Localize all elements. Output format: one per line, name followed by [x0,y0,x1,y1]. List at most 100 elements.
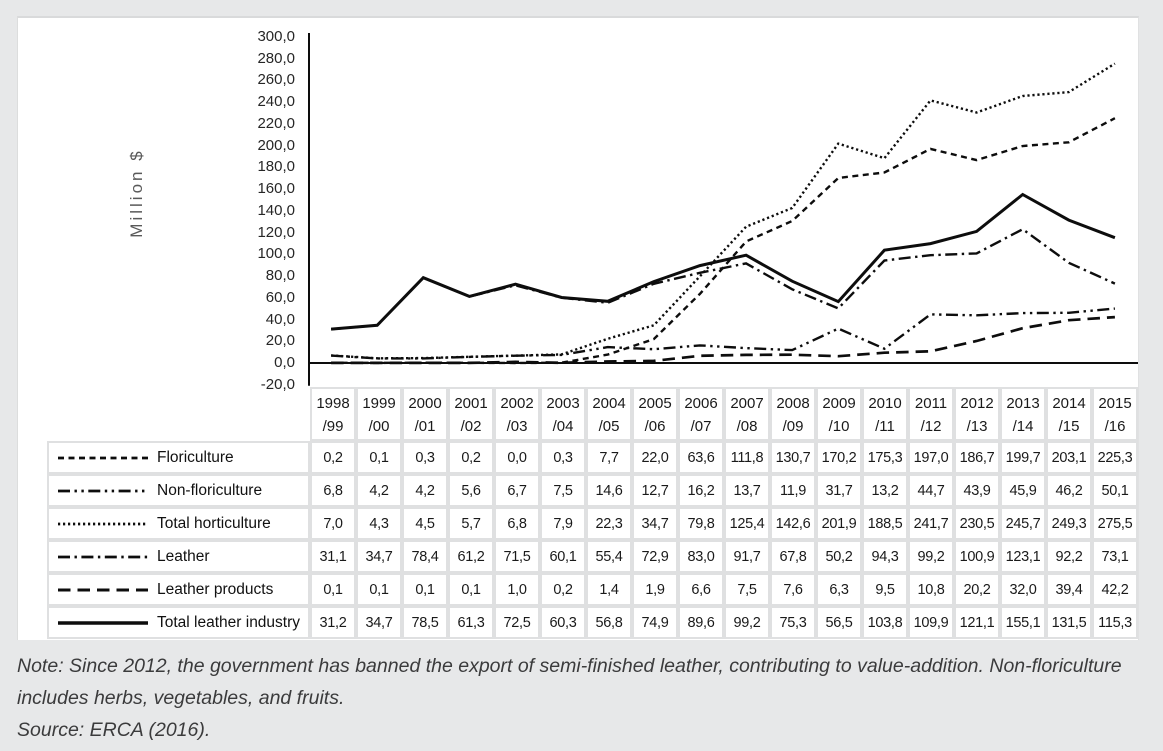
footnote-block: Note: Since 2012, the government has ban… [17,650,1145,746]
year-header-cell: 2014/15 [1046,387,1092,441]
table-value-cell: 1,9 [632,573,678,606]
table-value-cell: 111,8 [724,441,770,474]
series-label: Leather products [157,580,274,598]
table-value-cell: 7,5 [724,573,770,606]
table-value-cell: 1,0 [494,573,540,606]
legend-solid-line-icon [58,620,148,625]
table-value-cell: 6,7 [494,474,540,507]
table-value-cell: 0,1 [356,573,402,606]
table-value-cell: 7,5 [540,474,586,507]
y-axis-tick-label: 140,0 [257,201,295,219]
table-value-cell: 31,7 [816,474,862,507]
table-value-cell: 39,4 [1046,573,1092,606]
table-value-cell: 0,0 [494,441,540,474]
y-axis-tick-label: 260,0 [257,71,295,89]
table-value-cell: 34,7 [356,606,402,639]
table-value-cell: 11,9 [770,474,816,507]
table-value-cell: 75,3 [770,606,816,639]
series-line-non-floriculture [331,307,1116,360]
table-value-cell: 0,1 [356,441,402,474]
table-value-cell: 99,2 [724,606,770,639]
table-value-cell: 60,3 [540,606,586,639]
table-value-cell: 6,6 [678,573,724,606]
y-axis-tick-label: -20,0 [260,375,295,393]
table-value-cell: 175,3 [862,441,908,474]
table-value-cell: 0,2 [540,573,586,606]
year-header-cell: 2013/14 [1000,387,1046,441]
legend-cell: Total horticulture [47,507,310,540]
table-value-cell: 56,8 [586,606,632,639]
table-value-cell: 199,7 [1000,441,1046,474]
table-value-cell: 1,4 [586,573,632,606]
series-line-total-leather-industry [330,192,1116,331]
table-value-cell: 142,6 [770,507,816,540]
legend-dashed-line-icon [58,456,148,459]
table-value-cell: 131,5 [1046,606,1092,639]
table-value-cell: 31,1 [310,540,356,573]
table-value-cell: 99,2 [908,540,954,573]
legend-cell: Leather products [47,573,310,606]
table-value-cell: 12,7 [632,474,678,507]
table-value-cell: 0,3 [540,441,586,474]
table-value-cell: 186,7 [954,441,1000,474]
table-value-cell: 125,4 [724,507,770,540]
table-value-cell: 5,7 [448,507,494,540]
table-value-cell: 50,2 [816,540,862,573]
table-value-cell: 20,2 [954,573,1000,606]
y-axis-tick-label: 40,0 [265,310,295,328]
legend-long-dash-line-icon [58,587,148,592]
year-header-cell: 2002/03 [494,387,540,441]
table-value-cell: 78,5 [402,606,448,639]
y-axis-tick-label: 280,0 [257,49,295,67]
table-corner-spacer [47,387,310,441]
year-header-cell: 2011/12 [908,387,954,441]
y-axis-tick-label: 120,0 [257,223,295,241]
table-value-cell: 22,3 [586,507,632,540]
table-value-cell: 32,0 [1000,573,1046,606]
table-value-cell: 275,5 [1092,507,1138,540]
table-value-cell: 201,9 [816,507,862,540]
table-value-cell: 109,9 [908,606,954,639]
legend-cell: Total leather industry [47,606,310,639]
y-axis-tick-labels: 300,0 280,0 260,0 240,0 220,0 200,0 180,0 160,0… [18,18,295,398]
table-value-cell: 6,8 [494,507,540,540]
source-text: Source: ERCA (2016). [17,719,211,741]
year-header-cell: 2003/04 [540,387,586,441]
year-header-cell: 2005/06 [632,387,678,441]
table-value-cell: 9,5 [862,573,908,606]
data-table: 1998/99 1999/00 2000/01 2001/02 2002/03 2003/… [47,387,1138,639]
table-value-cell: 241,7 [908,507,954,540]
table-value-cell: 203,1 [1046,441,1092,474]
table-value-cell: 67,8 [770,540,816,573]
table-value-cell: 50,1 [1092,474,1138,507]
table-value-cell: 5,6 [448,474,494,507]
table-value-cell: 0,1 [310,573,356,606]
table-value-cell: 121,1 [954,606,1000,639]
legend-dotted-line-icon [58,522,148,525]
year-header-cell: 2009/10 [816,387,862,441]
legend-long-dash-dot-line-icon [58,555,148,558]
table-value-cell: 245,7 [1000,507,1046,540]
table-value-cell: 56,5 [816,606,862,639]
series-label: Total leather industry [157,613,301,631]
table-value-cell: 55,4 [586,540,632,573]
table-value-cell: 63,6 [678,441,724,474]
legend-cell: Leather [47,540,310,573]
table-value-cell: 60,1 [540,540,586,573]
table-value-cell: 13,2 [862,474,908,507]
figure-panel: Million $ 300,0 280,0 260,0 240,0 220,0 200,0… [17,16,1139,640]
table-value-cell: 0,3 [402,441,448,474]
year-header-cell: 2012/13 [954,387,1000,441]
table-value-cell: 73,1 [1092,540,1138,573]
table-value-cell: 61,3 [448,606,494,639]
table-value-cell: 89,6 [678,606,724,639]
y-axis-tick-label: 240,0 [257,93,295,111]
table-value-cell: 4,3 [356,507,402,540]
table-value-cell: 130,7 [770,441,816,474]
table-value-cell: 0,1 [402,573,448,606]
year-header-cell: 2015/16 [1092,387,1138,441]
legend-cell: Non-floriculture [47,474,310,507]
table-value-cell: 42,2 [1092,573,1138,606]
year-header-cell: 2008/09 [770,387,816,441]
